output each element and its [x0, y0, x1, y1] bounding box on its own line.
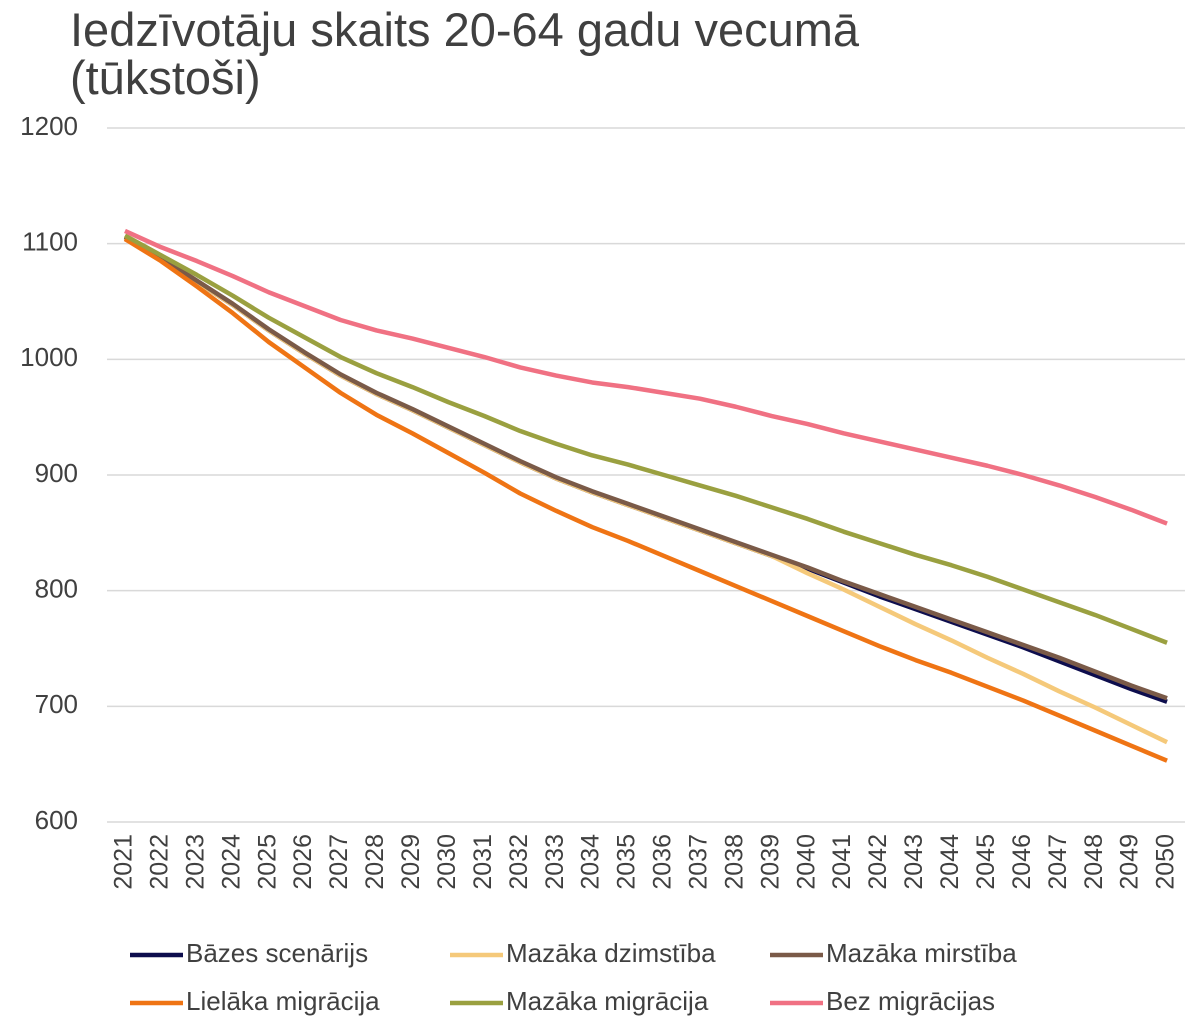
x-tick-label: 2023 [181, 834, 209, 890]
x-tick-label: 2049 [1116, 834, 1144, 890]
line [123, 234, 1168, 701]
x-tick-label: 2024 [217, 834, 245, 890]
x-tick-label: 2042 [864, 834, 892, 890]
line [123, 237, 1168, 763]
legend-label: Mazāka dzimstība [506, 938, 716, 968]
line [123, 233, 1168, 645]
x-tick-label: 2026 [289, 834, 317, 890]
y-tick-label: 700 [35, 689, 78, 719]
x-tick-label: 2038 [720, 834, 748, 890]
x-tick-label: 2041 [828, 834, 856, 890]
x-tick-label: 2028 [361, 834, 389, 890]
y-tick-label: 1100 [22, 227, 78, 257]
x-tick-label: 2040 [792, 834, 820, 890]
x-tick-label: 2033 [541, 834, 569, 890]
y-tick-label: 1200 [20, 111, 78, 141]
x-tick-label: 2047 [1044, 834, 1072, 890]
y-tick-label: 1000 [20, 342, 78, 372]
legend-label: Mazāka mirstība [826, 938, 1017, 968]
x-tick-label: 2044 [936, 834, 964, 890]
x-tick-label: 2032 [505, 834, 533, 890]
line [123, 235, 1169, 745]
y-tick-label: 900 [35, 458, 78, 488]
x-tick-label: 2035 [613, 834, 641, 890]
legend-label: Lielāka migrācija [186, 986, 380, 1016]
x-tick-label: 2039 [756, 834, 784, 890]
x-tick-label: 2030 [433, 834, 461, 890]
x-tick-label: 2031 [469, 834, 497, 890]
x-tick-label: 2046 [1008, 834, 1036, 890]
chart-title: Iedzīvotāju skaits 20-64 gadu vecumā (tū… [70, 3, 860, 104]
x-tick-label: 2021 [110, 834, 138, 890]
line [124, 228, 1168, 526]
x-tick-label: 2022 [146, 834, 174, 890]
x-tick-label: 2037 [685, 834, 713, 890]
x-tick-label: 2048 [1080, 834, 1108, 890]
y-tick-label: 800 [35, 574, 78, 604]
x-tick-label: 2036 [649, 834, 677, 890]
x-tick-label: 2043 [900, 834, 928, 890]
legend-label: Mazāka migrācija [506, 986, 709, 1016]
x-tick-label: 2050 [1152, 834, 1180, 890]
x-tick-label: 2034 [577, 834, 605, 890]
x-tick-label: 2045 [972, 834, 1000, 890]
y-tick-label: 600 [35, 805, 78, 835]
x-tick-label: 2027 [325, 834, 353, 890]
legend-label: Bāzes scenārijs [186, 938, 368, 968]
x-tick-label: 2029 [397, 834, 425, 890]
legend-label: Bez migrācijas [826, 986, 995, 1016]
x-tick-label: 2025 [253, 834, 281, 890]
